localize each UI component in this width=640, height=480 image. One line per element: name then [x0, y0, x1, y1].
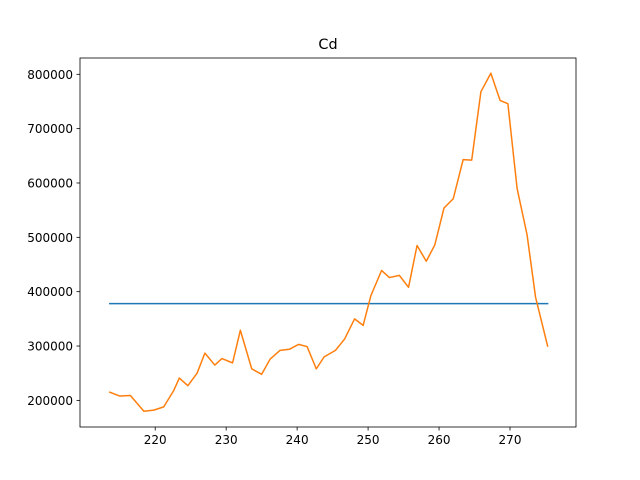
series-line-2	[108, 72, 549, 412]
x-axis: 220 230 240 250 260 270	[144, 427, 522, 447]
x-tick-label: 270	[499, 433, 522, 447]
y-tick-label: 700000	[27, 122, 73, 136]
y-tick-label: 800000	[27, 68, 73, 82]
x-tick-label: 240	[286, 433, 309, 447]
x-tick-label: 250	[357, 433, 380, 447]
y-tick-label: 400000	[27, 285, 73, 299]
series-layer	[108, 72, 549, 412]
plot-frame	[79, 57, 577, 428]
chart-title: Cd	[318, 37, 337, 53]
y-tick-label: 300000	[27, 340, 73, 354]
x-tick-label: 230	[215, 433, 238, 447]
y-tick-label: 200000	[27, 394, 73, 408]
y-tick-label: 600000	[27, 176, 73, 190]
x-tick-label: 220	[144, 433, 167, 447]
x-tick-label: 260	[428, 433, 451, 447]
y-tick-label: 500000	[27, 231, 73, 245]
y-axis: 200000 300000 400000 500000 600000 700000 8000…	[27, 68, 80, 408]
